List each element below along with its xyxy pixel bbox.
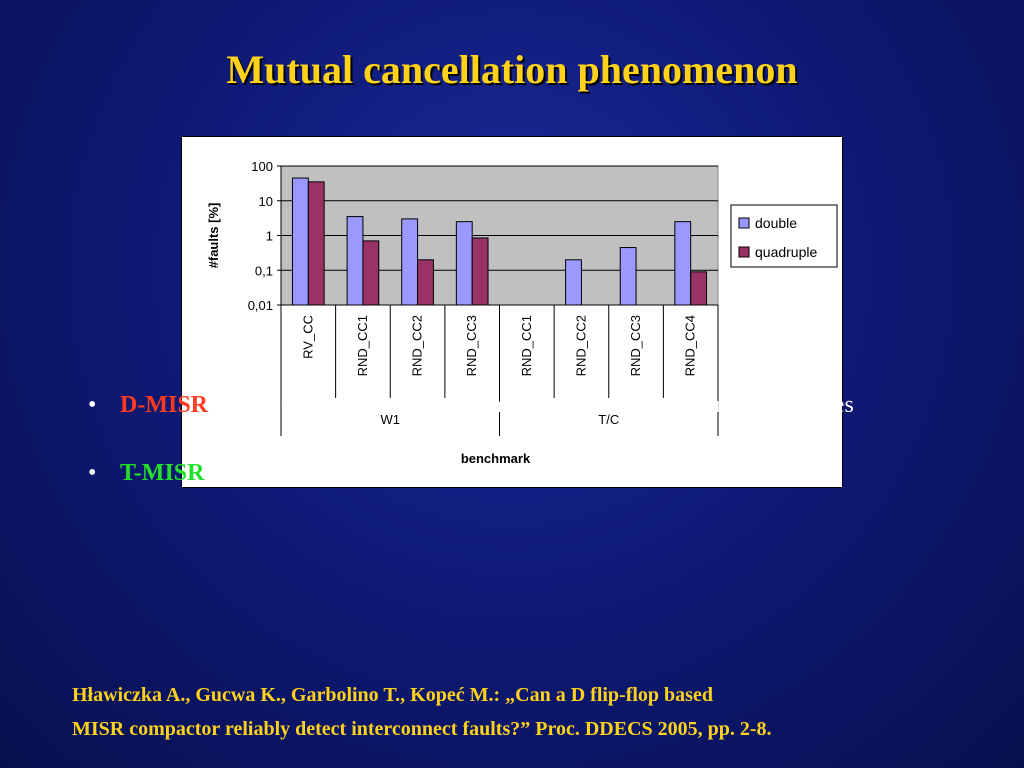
- bar-double: [455, 221, 473, 306]
- x-tick-label: RND_CC2: [573, 315, 588, 376]
- citation: Hławiczka A., Gucwa K., Garbolino T., Ko…: [72, 678, 1012, 746]
- x-tick-label: RND_CC2: [410, 315, 425, 376]
- bar-double: [674, 221, 692, 306]
- bar-double: [291, 177, 309, 306]
- bullet-term-d-misr: D-MISR: [120, 392, 208, 418]
- bar-quadruple: [471, 237, 489, 306]
- bar-double: [565, 259, 582, 306]
- y-axis-title: #faults [%]: [206, 203, 221, 269]
- x-tick-label: RND_CC1: [355, 315, 370, 376]
- bar-double: [619, 247, 637, 306]
- legend-swatch-double: [738, 217, 750, 229]
- chart-panel: 100 10 1 0,1 0,01 #faults [%] RV_CC RND_CC1 RND_…: [181, 136, 843, 488]
- x-axis-title: benchmark: [461, 451, 531, 466]
- bullet-text-t-misr: – much more resistive to mutual cancella…: [204, 460, 773, 486]
- x-tick-label: RND_CC1: [519, 315, 534, 376]
- x-group-label: T/C: [598, 412, 619, 427]
- bar-double: [401, 218, 419, 306]
- bar-quadruple: [362, 240, 380, 306]
- x-group-label: W1: [381, 412, 401, 427]
- citation-line: Hławiczka A., Gucwa K., Garbolino T., Ko…: [72, 684, 713, 706]
- bar-quadruple: [690, 271, 708, 306]
- legend-label-quadruple: quadruple: [755, 244, 817, 260]
- bar-chart: 100 10 1 0,1 0,01 #faults [%] RV_CC RND_CC1 RND_…: [206, 159, 838, 466]
- bullet-item-d-misr: • D-MISR – high fault masking due to mutu…: [88, 392, 854, 419]
- bullet-text-d-misr: – high fault masking due to mutual cance…: [208, 392, 854, 418]
- bullet-dot: •: [88, 460, 97, 486]
- y-tick-label: 0,01: [248, 298, 273, 313]
- bar-quadruple: [307, 181, 325, 306]
- bar-double: [346, 216, 364, 306]
- bar-quadruple: [417, 259, 434, 306]
- bullet-term-t-misr: T-MISR: [120, 460, 205, 486]
- x-tick-label: RND_CC3: [464, 315, 479, 376]
- y-tick-label: 10: [259, 194, 273, 209]
- x-tick-label: RV_CC: [300, 315, 315, 359]
- y-tick-label: 0,1: [255, 263, 273, 278]
- y-tick-label: 100: [251, 159, 273, 174]
- legend-label-double: double: [755, 215, 797, 231]
- slide-title: Mutual cancellation phenomenon: [226, 47, 798, 92]
- x-tick-label: RND_CC4: [683, 315, 698, 376]
- legend-swatch-quadruple: [738, 246, 750, 258]
- x-tick-label: RND_CC3: [628, 315, 643, 376]
- y-tick-label: 1: [266, 229, 273, 244]
- bullet-dot: •: [88, 392, 97, 418]
- bullet-item-t-misr: • T-MISR – much more resistive to mutual …: [88, 460, 772, 487]
- citation-line: MISR compactor reliably detect interconn…: [72, 718, 772, 740]
